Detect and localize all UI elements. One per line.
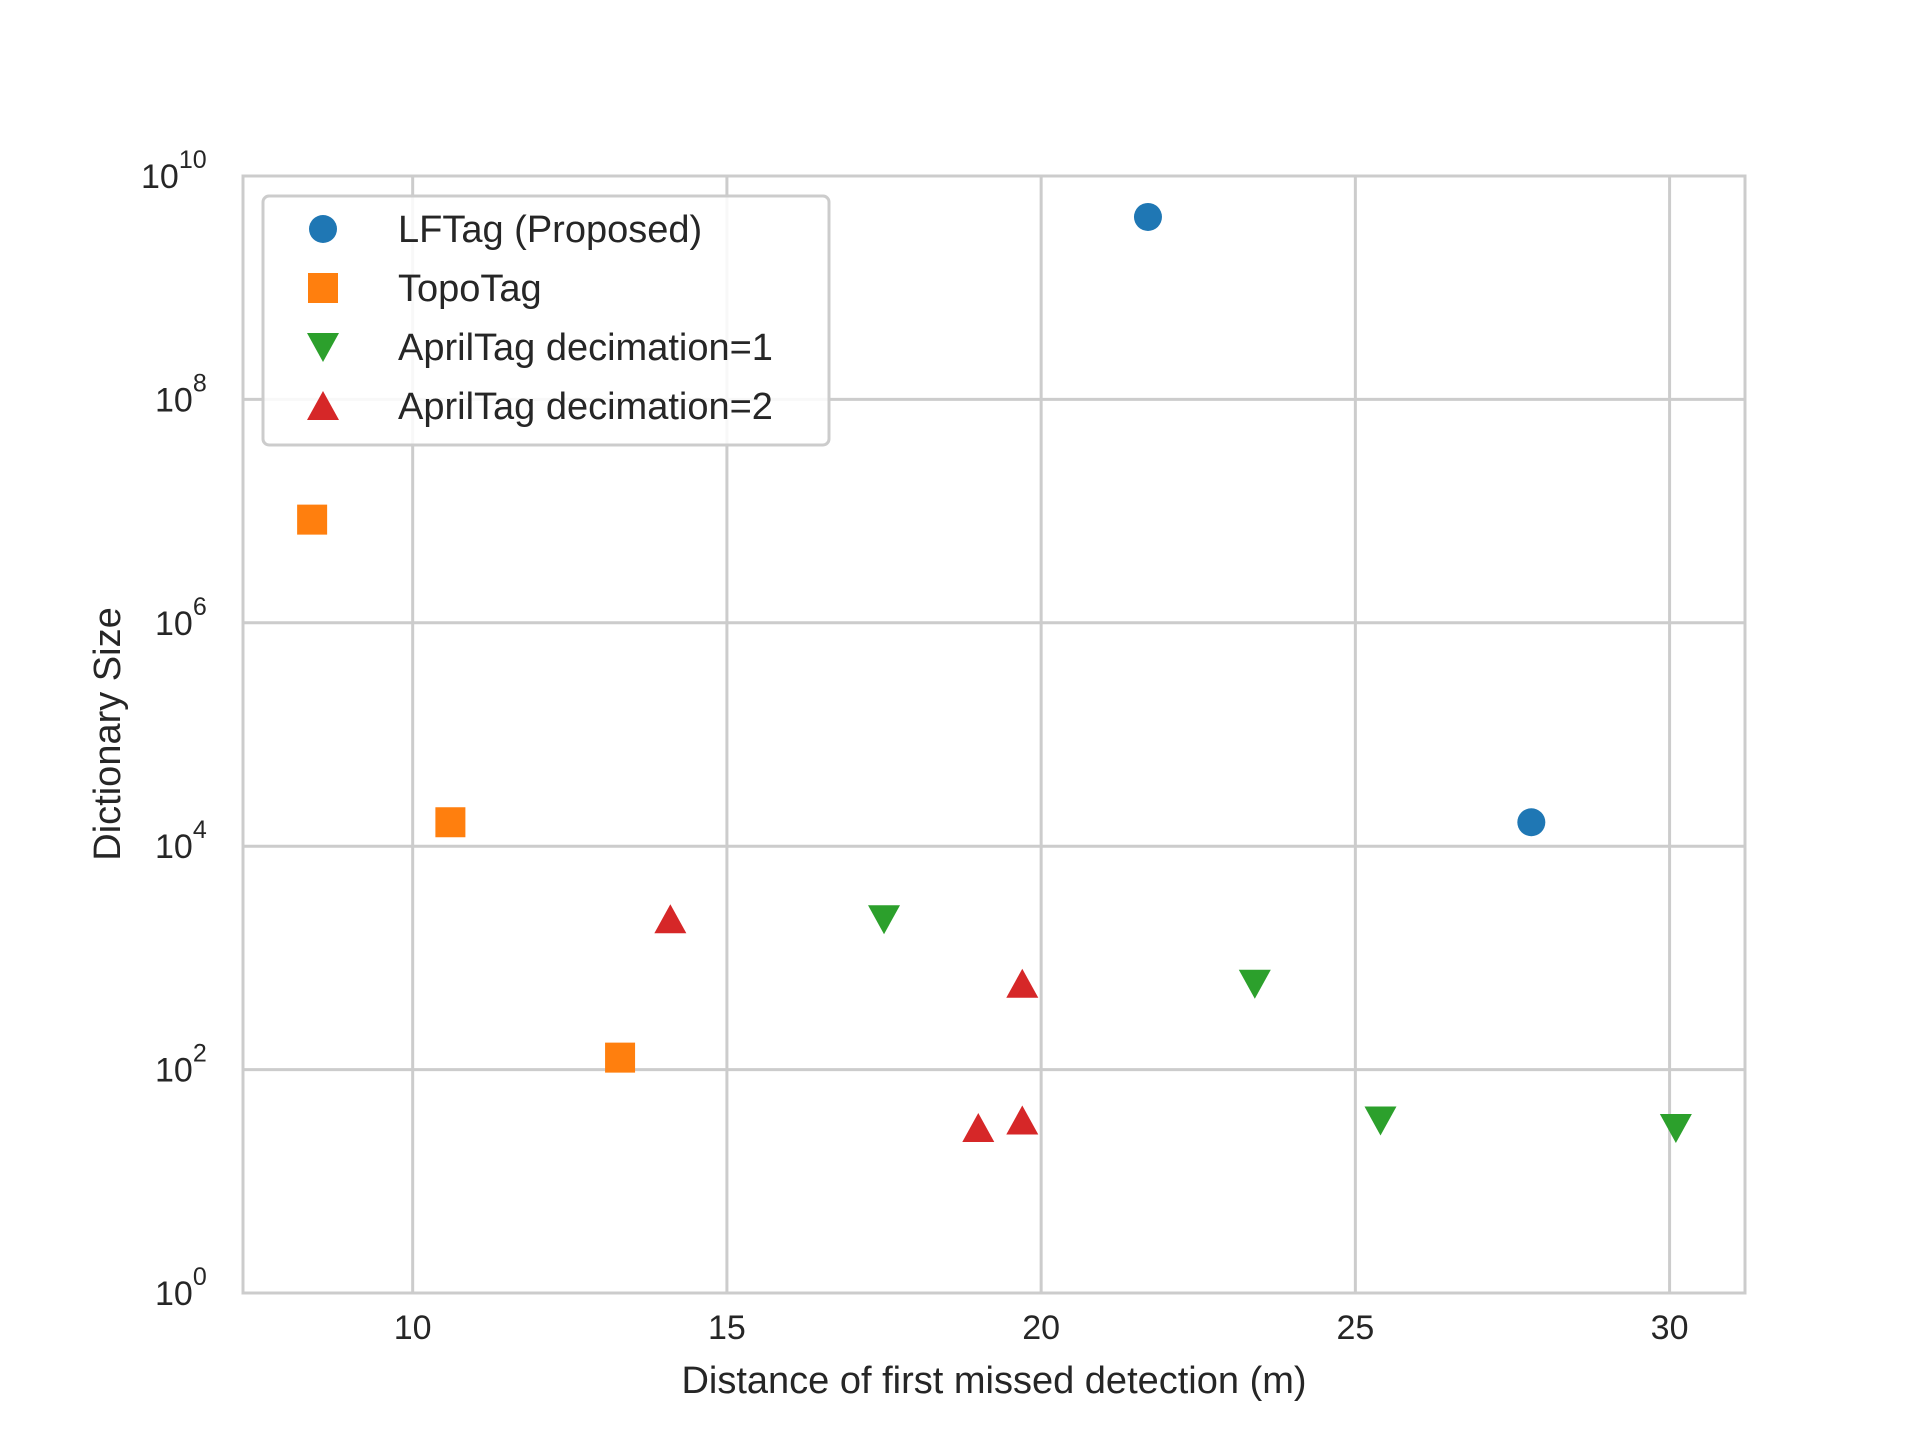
point-series1-2 [605,1042,636,1073]
point-series2-3 [1659,1114,1692,1144]
y-tick-label-1e6: 106 [155,593,207,643]
point-series1-1 [435,807,466,838]
y-tick-exponent: 2 [193,1040,207,1068]
y-tick-exponent: 6 [193,593,207,621]
y-tick-exponent: 4 [193,816,207,844]
legend-label-0: LFTag (Proposed) [398,209,702,251]
point-series3-2 [962,1113,995,1143]
y-tick-base: 10 [155,381,193,419]
legend-marker-2 [307,333,339,362]
legend-marker-0 [309,215,337,243]
point-series1-0 [297,504,328,535]
x-tick-label-15: 15 [708,1309,746,1347]
x-tick-label-25: 25 [1336,1309,1374,1347]
legend-label-3: AprilTag decimation=2 [398,386,773,428]
point-series3-3 [1006,1105,1039,1135]
y-tick-base: 10 [155,1052,193,1090]
point-series0-1 [1517,808,1546,837]
legend-label-1: TopoTag [398,268,542,310]
data-points [297,202,1692,1144]
y-tick-label-1e4: 104 [155,816,207,866]
x-axis-ticks: 10 15 20 25 30 [394,1309,1689,1347]
y-tick-label-1e2: 102 [155,1040,207,1090]
point-series2-2 [1364,1106,1397,1136]
y-tick-label-1e0: 100 [155,1263,207,1313]
legend: LFTag (Proposed) TopoTag AprilTag decimati… [261,194,831,447]
point-series0-0 [1133,202,1162,231]
point-series3-1 [1006,968,1039,998]
y-tick-label-1e10: 1010 [141,146,207,196]
y-tick-base: 10 [141,158,179,196]
y-tick-base: 10 [155,1275,193,1313]
y-tick-exponent: 0 [193,1263,207,1291]
legend-box [261,194,831,447]
y-axis-label: Dictionary Size [87,607,129,860]
y-tick-base: 10 [155,605,193,643]
legend-label-2: AprilTag decimation=1 [398,327,773,369]
legend-marker-3 [307,391,339,420]
legend-marker-1 [308,273,338,303]
x-tick-label-20: 20 [1022,1309,1060,1347]
y-tick-label-1e8: 108 [155,369,207,419]
x-tick-label-30: 30 [1651,1309,1689,1347]
x-axis-label: Distance of first missed detection (m) [681,1360,1306,1402]
x-tick-label-10: 10 [394,1309,432,1347]
point-series2-0 [868,905,901,935]
y-tick-exponent: 10 [179,146,207,174]
y-tick-exponent: 8 [193,369,207,397]
plot-frame [241,174,1747,1295]
y-tick-base: 10 [155,828,193,866]
point-series2-1 [1238,969,1271,999]
point-series3-0 [654,904,687,934]
